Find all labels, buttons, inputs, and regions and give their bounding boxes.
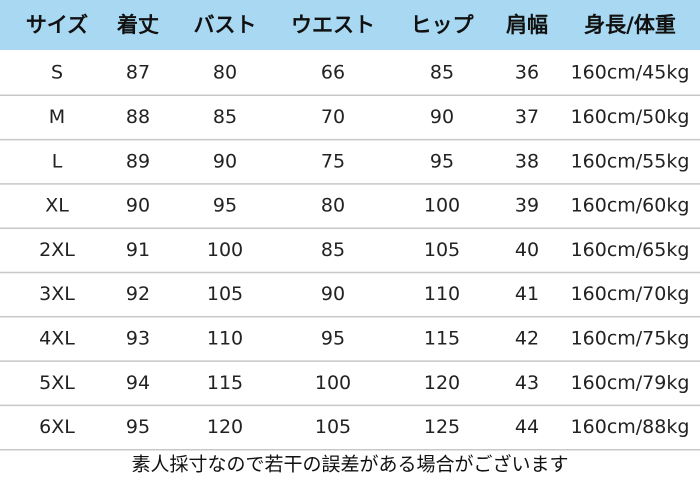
- table-cell: 85: [430, 62, 454, 84]
- header-cell: ヒップ: [411, 13, 475, 37]
- table-cell: 160cm/60kg: [571, 195, 690, 217]
- table-cell: 100: [207, 239, 243, 261]
- table-cell: 90: [126, 195, 150, 217]
- table-cell: 90: [213, 150, 237, 172]
- table-cell: 43: [515, 372, 539, 394]
- table-cell: 91: [126, 239, 150, 261]
- header-cell: ウエスト: [291, 13, 375, 37]
- table-cell: 37: [515, 106, 539, 128]
- header-cell: サイズ: [26, 13, 88, 37]
- table-cell: 105: [207, 283, 243, 305]
- table-cell: 80: [213, 62, 237, 84]
- table-cell: 110: [424, 283, 460, 305]
- footer-note: 素人採寸なので若干の誤差がある場合がございます: [131, 453, 568, 476]
- table-cell: 125: [424, 416, 460, 438]
- table-cell: 95: [321, 327, 345, 349]
- table-cell: 87: [126, 62, 150, 84]
- table-cell: 2XL: [39, 239, 75, 261]
- table-cell: 92: [126, 283, 150, 305]
- table-cell: 115: [424, 327, 460, 349]
- header-cell: 着丈: [116, 13, 159, 37]
- table-cell: 89: [126, 150, 150, 172]
- table-cell: 120: [424, 372, 460, 394]
- table-cell: 38: [515, 150, 539, 172]
- table-cell: 160cm/55kg: [571, 150, 690, 172]
- table-cell: 115: [207, 372, 243, 394]
- table-cell: 95: [430, 150, 454, 172]
- table-cell: 160cm/75kg: [571, 327, 690, 349]
- table-cell: 85: [213, 106, 237, 128]
- table-cell: 70: [321, 106, 345, 128]
- header-band: [0, 0, 700, 50]
- table-cell: 160cm/70kg: [571, 283, 690, 305]
- table-cell: 6XL: [39, 416, 75, 438]
- table-cell: 88: [126, 106, 150, 128]
- table-cell: M: [49, 106, 65, 128]
- table-cell: 160cm/79kg: [571, 372, 690, 394]
- table-cell: 160cm/88kg: [571, 416, 690, 438]
- table-cell: 94: [126, 372, 150, 394]
- table-cell: 80: [321, 195, 345, 217]
- table-cell: 66: [321, 62, 345, 84]
- table-cell: 42: [515, 327, 539, 349]
- table-cell: 105: [424, 239, 460, 261]
- table-cell: 5XL: [39, 372, 75, 394]
- table-cell: 120: [207, 416, 243, 438]
- header-cell: 肩幅: [506, 13, 548, 37]
- table-cell: 39: [515, 195, 539, 217]
- table-cell: 93: [126, 327, 150, 349]
- table-cell: XL: [45, 195, 69, 217]
- table-cell: 4XL: [39, 327, 75, 349]
- header-cell: 身長/体重: [584, 13, 676, 37]
- header-cell: バスト: [194, 13, 257, 37]
- table-cell: 95: [126, 416, 150, 438]
- table-cell: 160cm/65kg: [571, 239, 690, 261]
- table-cell: 160cm/50kg: [571, 106, 690, 128]
- table-cell: 90: [321, 283, 345, 305]
- table-cell: 100: [315, 372, 351, 394]
- table-cell: 105: [315, 416, 351, 438]
- table-cell: 75: [321, 150, 345, 172]
- table-cell: 44: [515, 416, 539, 438]
- table-cell: 3XL: [39, 283, 75, 305]
- table-cell: S: [51, 62, 63, 84]
- table-cell: 95: [213, 195, 237, 217]
- table-cell: 110: [207, 327, 243, 349]
- table-cell: 90: [430, 106, 454, 128]
- table-cell: 100: [424, 195, 460, 217]
- table-cell: 36: [515, 62, 539, 84]
- table-cell: 85: [321, 239, 345, 261]
- table-cell: L: [52, 150, 63, 172]
- table-cell: 160cm/45kg: [571, 62, 690, 84]
- table-cell: 41: [515, 283, 539, 305]
- table-cell: 40: [515, 239, 539, 261]
